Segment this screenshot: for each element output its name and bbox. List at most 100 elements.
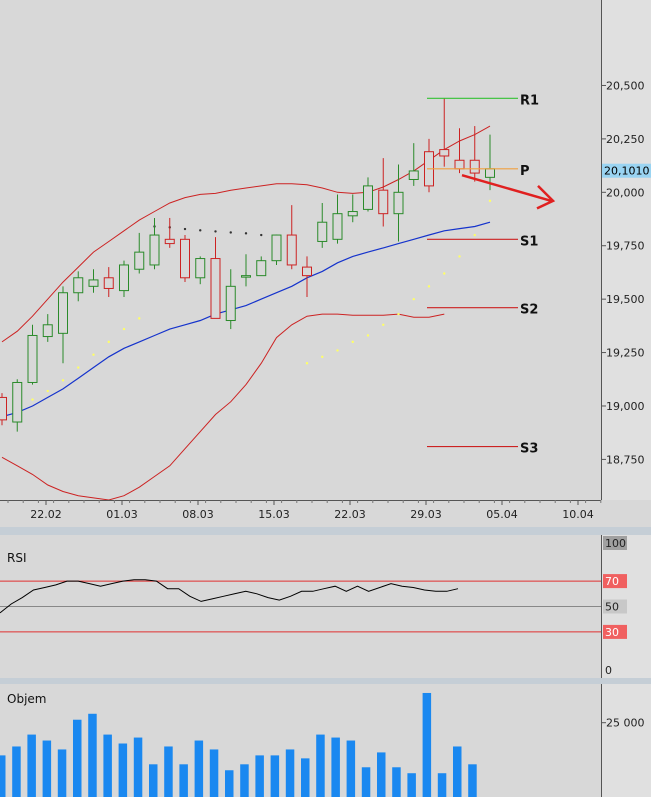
candle xyxy=(393,164,404,242)
candle xyxy=(241,254,251,287)
candle xyxy=(0,393,7,426)
sar-dot xyxy=(92,353,95,356)
candle-body xyxy=(439,149,450,157)
last-price-badge xyxy=(602,163,651,178)
volume-bar xyxy=(361,767,371,797)
candle xyxy=(256,256,267,277)
candle-body xyxy=(0,396,7,421)
candle xyxy=(195,256,206,285)
sar-dot xyxy=(443,272,446,275)
volume-bar xyxy=(377,752,386,797)
sar-dot xyxy=(244,232,248,235)
sar-dot xyxy=(61,379,65,382)
volume-bar xyxy=(57,749,67,797)
candle xyxy=(347,194,358,223)
candle-body xyxy=(27,334,38,383)
price-tick-label: 19,000 xyxy=(606,400,645,413)
main-panel-bg xyxy=(0,0,651,527)
sar-dot xyxy=(305,362,309,365)
rsi-tick-label: 30 xyxy=(605,626,619,639)
rsi-title: RSI xyxy=(7,551,27,565)
candle-body xyxy=(12,381,23,423)
pivot-label-r1: R1 xyxy=(520,93,539,108)
sar-dot xyxy=(351,340,354,344)
candle xyxy=(42,314,53,342)
volume-bar xyxy=(407,773,416,797)
rsi-tick-label: 100 xyxy=(605,537,626,550)
volume-tick-label: 25 000 xyxy=(606,717,645,730)
candle-body xyxy=(119,264,129,292)
volume-bar xyxy=(331,737,340,797)
sar-dot xyxy=(138,317,141,320)
candle-body xyxy=(149,234,160,266)
sar-dot xyxy=(488,199,492,203)
date-tick-label: 22.03 xyxy=(334,508,366,521)
candle xyxy=(225,269,236,330)
middle-band-line xyxy=(1,221,491,418)
candle-body xyxy=(210,258,221,319)
volume-bar xyxy=(316,734,325,797)
sar-dot xyxy=(473,233,476,237)
candlesticks xyxy=(0,98,495,432)
sar-dot xyxy=(260,233,263,237)
date-tick-label: 05.04 xyxy=(486,508,518,521)
candle-body xyxy=(454,159,465,170)
sar-dot xyxy=(214,230,217,233)
candle xyxy=(149,217,160,270)
rsi-tick-label: 50 xyxy=(605,601,619,614)
forecast-arrow xyxy=(461,174,556,210)
candle-body xyxy=(73,277,84,294)
main-overlays xyxy=(0,125,492,501)
rsi-tick-badge xyxy=(603,624,627,639)
volume-bar xyxy=(164,746,173,797)
price-tick-label: 20,500 xyxy=(606,79,645,92)
candle xyxy=(58,286,68,364)
volume-bar xyxy=(453,746,462,797)
sar-dot xyxy=(199,229,202,232)
price-tick-label: 20,250 xyxy=(606,133,645,146)
candle xyxy=(439,98,450,167)
volume-bar xyxy=(209,749,219,797)
candle xyxy=(27,324,38,385)
rsi-panel: RSI 100 70 50 30 0 xyxy=(0,535,651,678)
sar-dot xyxy=(321,355,324,359)
volume-bar xyxy=(346,740,356,797)
sar-dot xyxy=(427,285,431,288)
forecast-arrow-head xyxy=(536,185,556,210)
volume-bar xyxy=(301,758,310,797)
pivot-label-s3: S3 xyxy=(520,442,538,457)
candle-body xyxy=(302,266,312,277)
price-tick-label: 19,250 xyxy=(606,347,645,360)
candle-body xyxy=(393,191,404,215)
volume-bar xyxy=(240,764,249,797)
rsi-tick-badge xyxy=(603,574,627,589)
candle-body xyxy=(485,168,495,178)
pivot-label-s1: S1 xyxy=(520,234,538,249)
candle xyxy=(302,256,312,298)
price-tick-label: 19,500 xyxy=(606,293,645,306)
lower-band-line xyxy=(1,313,445,501)
candle-body xyxy=(256,260,267,277)
volume-bar xyxy=(73,719,82,797)
price-tick-label: 18,750 xyxy=(606,453,645,466)
candle-body xyxy=(164,238,175,245)
date-tick-label: 15.03 xyxy=(258,508,290,521)
candle xyxy=(408,143,419,186)
price-axis-bg xyxy=(601,0,651,500)
volume-bar xyxy=(12,746,21,797)
volume-bar xyxy=(179,764,188,797)
date-tick-label: 29.03 xyxy=(410,508,442,521)
panel-splitter xyxy=(0,678,651,684)
candle-body xyxy=(469,159,480,174)
volume-bar xyxy=(27,734,36,797)
sar-dot xyxy=(397,312,400,316)
candle xyxy=(286,205,297,270)
sar-dot xyxy=(107,340,110,344)
sar-dot xyxy=(382,323,385,326)
date-tick-label: 08.03 xyxy=(182,508,214,521)
candle-body xyxy=(408,170,419,180)
volume-bar xyxy=(194,740,204,797)
candle xyxy=(88,269,99,293)
